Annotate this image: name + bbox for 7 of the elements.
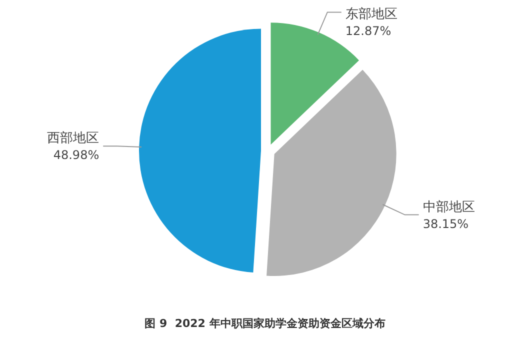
data-label: 12.87% bbox=[345, 24, 392, 38]
slice-label: 中部地区 bbox=[422, 200, 475, 215]
text: 图 9 2022 年中职国家助学金资助资金区域分布 bbox=[144, 317, 386, 330]
slice-label: 东部地区 bbox=[345, 7, 398, 22]
data-label: 38.15% bbox=[422, 216, 469, 231]
slice-label: 西部地区 bbox=[47, 131, 100, 146]
data-label: 48.98% bbox=[53, 148, 100, 162]
